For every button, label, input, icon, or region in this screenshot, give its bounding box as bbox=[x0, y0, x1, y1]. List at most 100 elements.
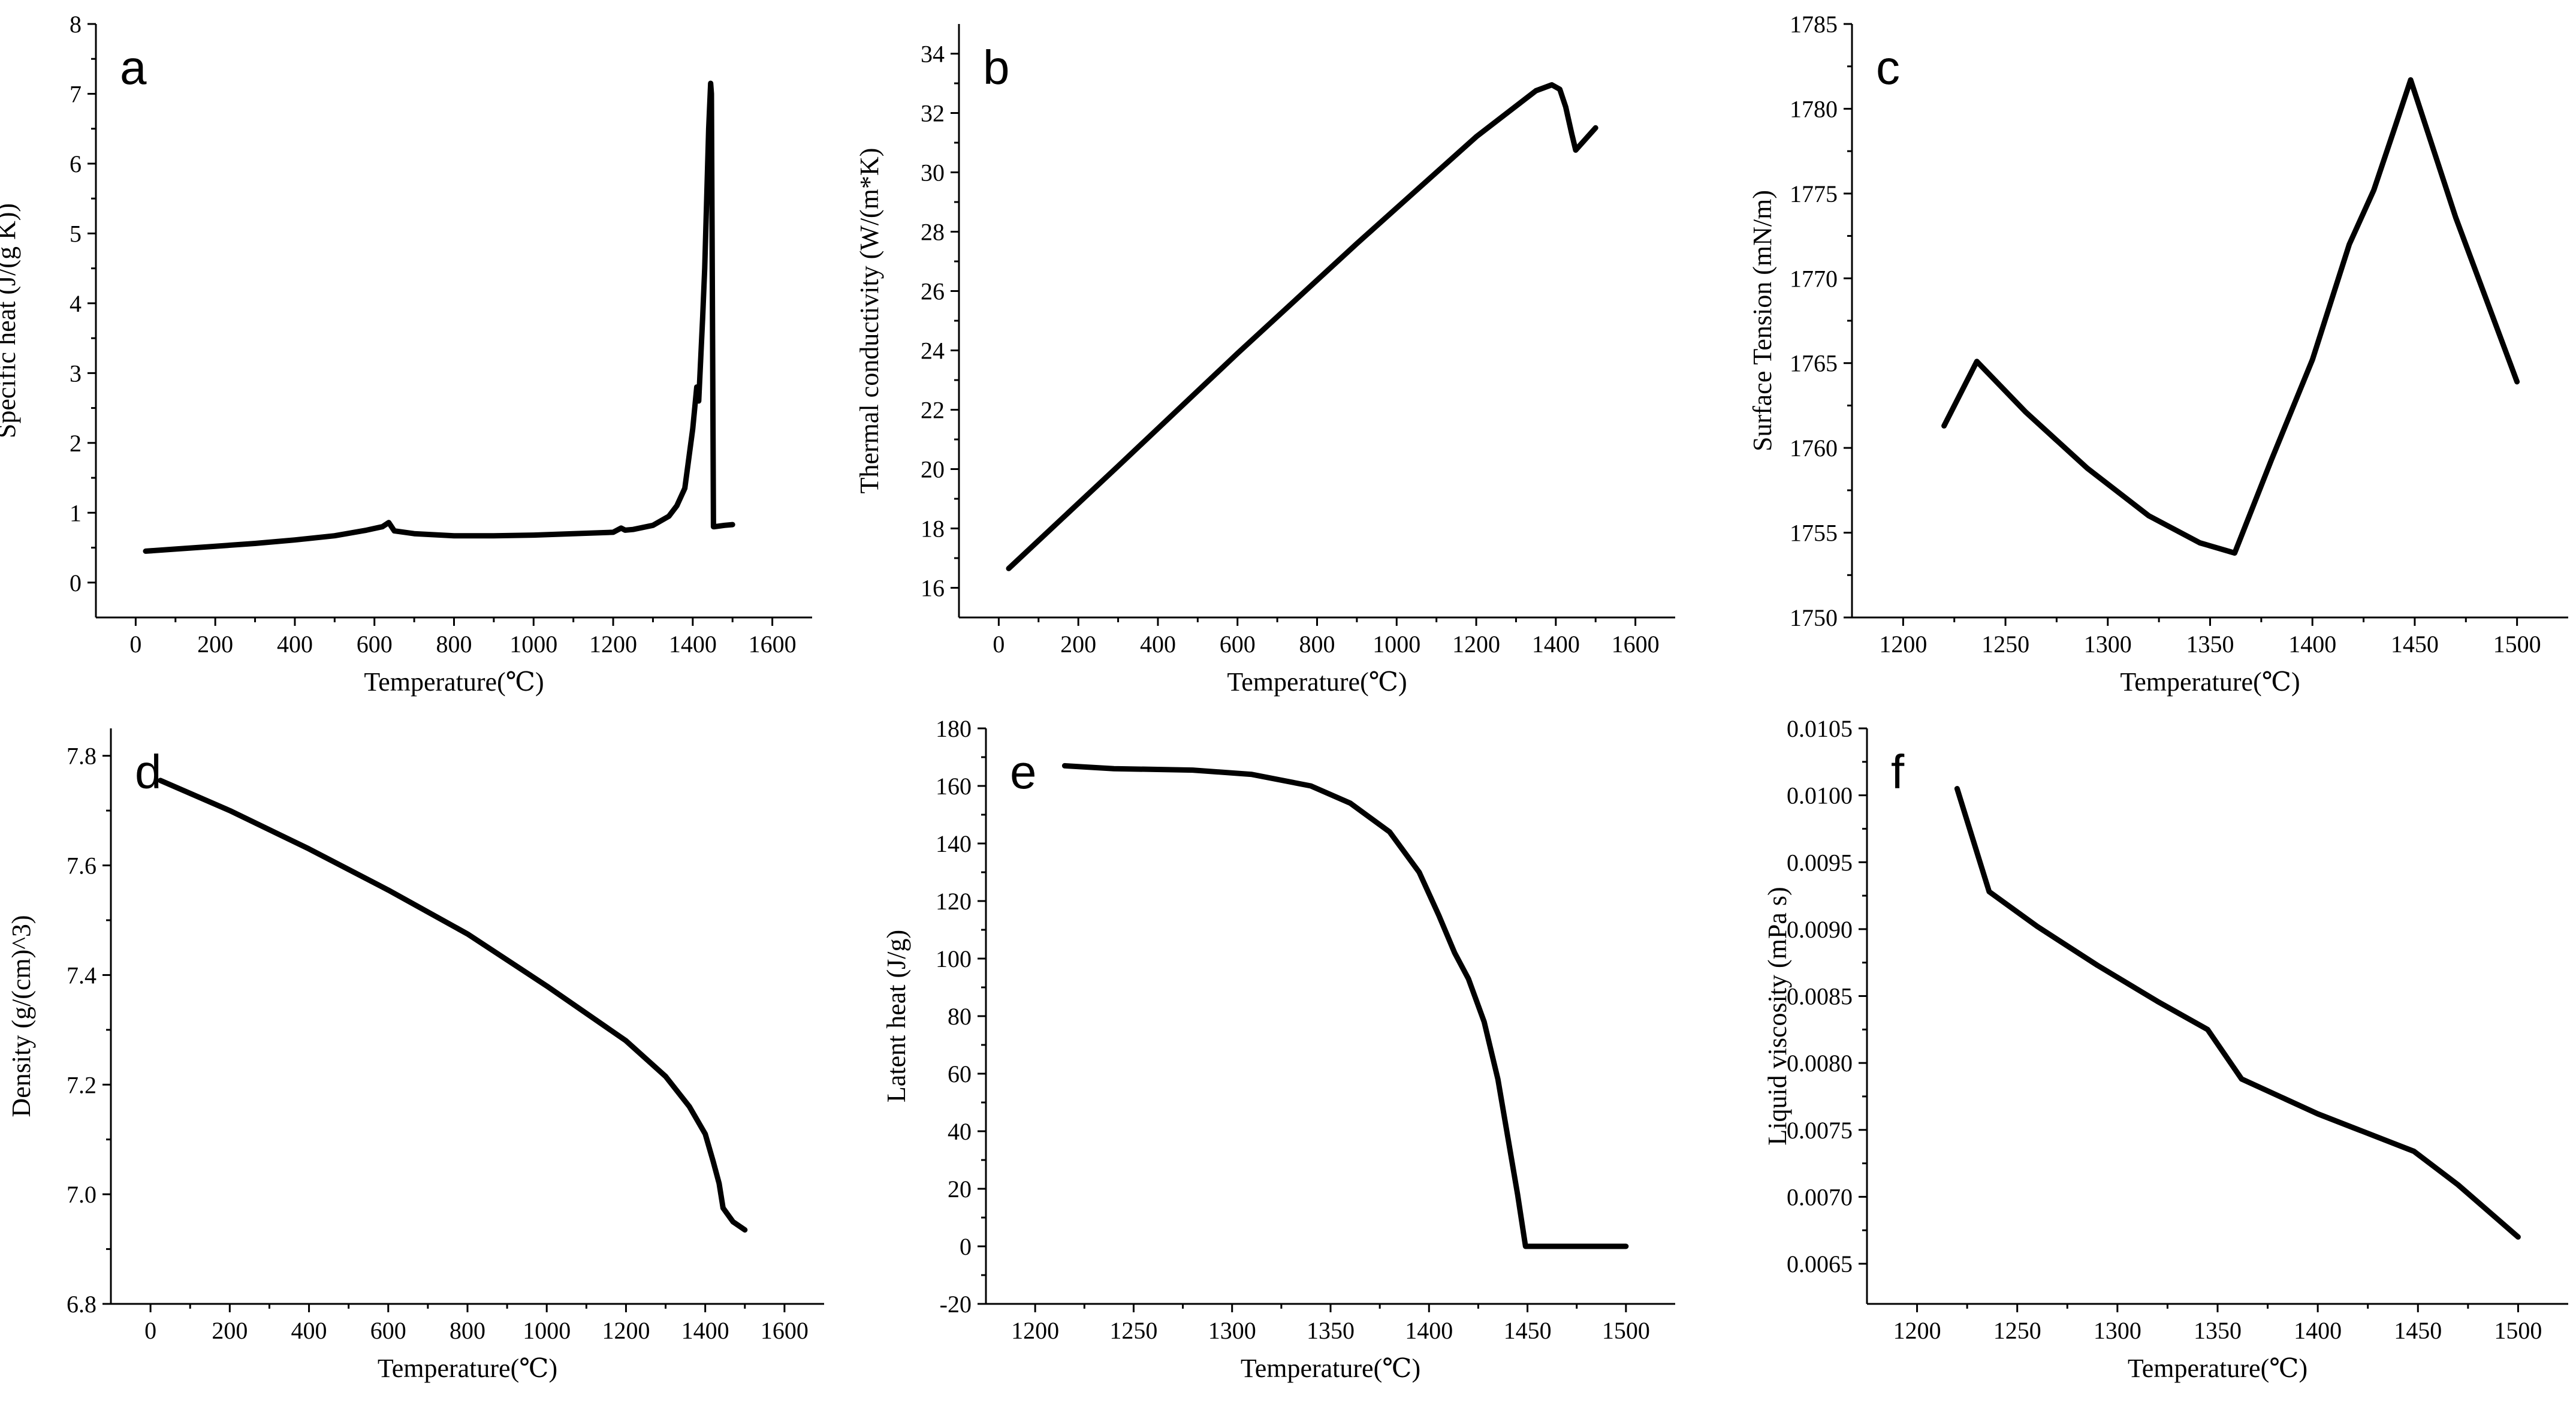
y-axis-title: Liquid viscosity (mPa s) bbox=[1763, 887, 1792, 1145]
y-tick-label: 1760 bbox=[1790, 435, 1838, 462]
y-tick-label: 180 bbox=[936, 715, 972, 742]
series-line-a bbox=[143, 80, 735, 554]
panel-label: d bbox=[135, 745, 162, 799]
y-tick-label: 16 bbox=[921, 575, 945, 602]
x-tick-label: 600 bbox=[1220, 631, 1256, 658]
y-tick-label: 5 bbox=[70, 220, 82, 247]
y-tick-label: 80 bbox=[948, 1003, 972, 1030]
y-tick-label: 0.0090 bbox=[1787, 916, 1853, 943]
y-tick-label: 3 bbox=[70, 360, 82, 387]
x-tick-label: 1400 bbox=[2294, 1317, 2342, 1344]
y-tick-label: 120 bbox=[936, 888, 972, 915]
y-tick-label: 22 bbox=[921, 397, 945, 424]
series-line-e bbox=[1061, 763, 1629, 1249]
y-tick-label: 0.0070 bbox=[1787, 1183, 1853, 1210]
x-tick-label: 1200 bbox=[1452, 631, 1500, 658]
x-tick-label: 1250 bbox=[1993, 1317, 2041, 1344]
x-tick-label: 400 bbox=[291, 1317, 327, 1344]
x-tick-label: 600 bbox=[370, 1317, 406, 1344]
x-tick-label: 1200 bbox=[1893, 1317, 1941, 1344]
panel-label: a bbox=[120, 41, 147, 94]
y-tick-label: 7 bbox=[70, 80, 82, 107]
x-tick-label: 1400 bbox=[669, 631, 717, 658]
y-tick-label: 160 bbox=[936, 773, 972, 800]
x-tick-label: 1450 bbox=[2391, 631, 2439, 658]
y-tick-label: 6.8 bbox=[67, 1291, 96, 1318]
y-tick-label: 6 bbox=[70, 150, 82, 177]
x-tick-label: 1350 bbox=[2194, 1317, 2242, 1344]
x-tick-label: 0 bbox=[144, 1317, 156, 1344]
y-tick-label: 7.6 bbox=[67, 852, 96, 879]
x-tick-label: 600 bbox=[357, 631, 393, 658]
y-tick-label: 0.0105 bbox=[1787, 715, 1853, 742]
y-tick-label: 0 bbox=[960, 1233, 972, 1260]
y-tick-label: 40 bbox=[948, 1118, 972, 1145]
x-tick-label: 1400 bbox=[1405, 1317, 1453, 1344]
x-axis-title: Temperature(℃) bbox=[364, 667, 544, 697]
x-axis-title: Temperature(℃) bbox=[1241, 1354, 1420, 1383]
x-tick-label: 1200 bbox=[1879, 631, 1927, 658]
panel-label: b bbox=[983, 41, 1010, 94]
y-tick-label: 1775 bbox=[1790, 180, 1838, 207]
y-axis-title: Thermal conductivity (W/(m*K) bbox=[855, 148, 884, 494]
y-tick-label: -20 bbox=[940, 1291, 972, 1318]
x-tick-label: 1450 bbox=[2394, 1317, 2442, 1344]
x-tick-label: 1350 bbox=[1307, 1317, 1355, 1344]
series-line-b bbox=[1006, 82, 1598, 571]
y-tick-label: 100 bbox=[936, 945, 972, 972]
y-tick-label: 7.4 bbox=[67, 962, 96, 989]
panel-label: e bbox=[1010, 745, 1037, 799]
x-tick-label: 1400 bbox=[2288, 631, 2336, 658]
panel-d: 0 200 400 600 800 1000 1200 1400 1600 6.8 7.0 7.2 7.… bbox=[7, 728, 824, 1383]
y-tick-label: 1755 bbox=[1790, 520, 1838, 547]
y-axis-title: Specific heat (J/(g K)) bbox=[0, 203, 21, 438]
x-tick-label: 800 bbox=[1299, 631, 1335, 658]
series-line-c bbox=[1941, 77, 2520, 556]
panel-label: f bbox=[1891, 745, 1905, 799]
y-tick-label: 28 bbox=[921, 219, 945, 246]
x-tick-label: 1300 bbox=[2094, 1317, 2141, 1344]
panel-a: 0 200 400 600 800 1000 1200 1400 1600 0 1 2 3 4 5 6 7 8 Te… bbox=[0, 11, 812, 697]
y-axis-title: Latent heat (J/g) bbox=[882, 930, 911, 1102]
y-tick-label: 0.0095 bbox=[1787, 849, 1853, 876]
y-tick-label: 60 bbox=[948, 1060, 972, 1087]
y-tick-label: 1785 bbox=[1790, 11, 1838, 38]
y-tick-label: 7.8 bbox=[67, 743, 96, 770]
x-axis-title: Temperature(℃) bbox=[2120, 667, 2300, 697]
y-tick-label: 1 bbox=[70, 499, 82, 526]
y-tick-label: 0.0065 bbox=[1787, 1251, 1853, 1278]
y-tick-label: 1765 bbox=[1790, 350, 1838, 377]
y-tick-label: 24 bbox=[921, 338, 945, 364]
y-tick-label: 8 bbox=[70, 11, 82, 38]
x-tick-label: 200 bbox=[1060, 631, 1096, 658]
x-tick-label: 1500 bbox=[2494, 1317, 2542, 1344]
x-tick-label: 1600 bbox=[749, 631, 797, 658]
y-tick-label: 20 bbox=[921, 456, 945, 483]
x-tick-label: 1200 bbox=[602, 1317, 650, 1344]
x-tick-label: 400 bbox=[277, 631, 313, 658]
x-tick-label: 0 bbox=[129, 631, 141, 658]
y-tick-label: 2 bbox=[70, 430, 82, 457]
x-axis-title: Temperature(℃) bbox=[2128, 1354, 2307, 1383]
y-axis-title: Density (g/(cm)^3) bbox=[7, 915, 36, 1117]
x-axis-title: Temperature(℃) bbox=[1227, 667, 1407, 697]
x-axis-title: Temperature(℃) bbox=[378, 1354, 557, 1383]
y-axis-title: Surface Tension (mN/m) bbox=[1748, 190, 1777, 451]
x-tick-label: 1300 bbox=[2084, 631, 2132, 658]
y-tick-label: 26 bbox=[921, 278, 945, 305]
y-tick-label: 140 bbox=[936, 830, 972, 857]
x-tick-label: 200 bbox=[197, 631, 233, 658]
x-tick-label: 1250 bbox=[1109, 1317, 1157, 1344]
x-tick-label: 1400 bbox=[681, 1317, 729, 1344]
x-tick-label: 1500 bbox=[2493, 631, 2541, 658]
x-tick-label: 1000 bbox=[1373, 631, 1420, 658]
x-tick-label: 1400 bbox=[1532, 631, 1580, 658]
y-tick-label: 4 bbox=[70, 290, 82, 317]
x-tick-label: 800 bbox=[450, 1317, 485, 1344]
panel-label: c bbox=[1876, 41, 1900, 94]
y-tick-label: 7.0 bbox=[67, 1181, 96, 1208]
x-tick-label: 1200 bbox=[589, 631, 637, 658]
y-tick-label: 0.0085 bbox=[1787, 983, 1853, 1010]
x-tick-label: 1200 bbox=[1011, 1317, 1059, 1344]
